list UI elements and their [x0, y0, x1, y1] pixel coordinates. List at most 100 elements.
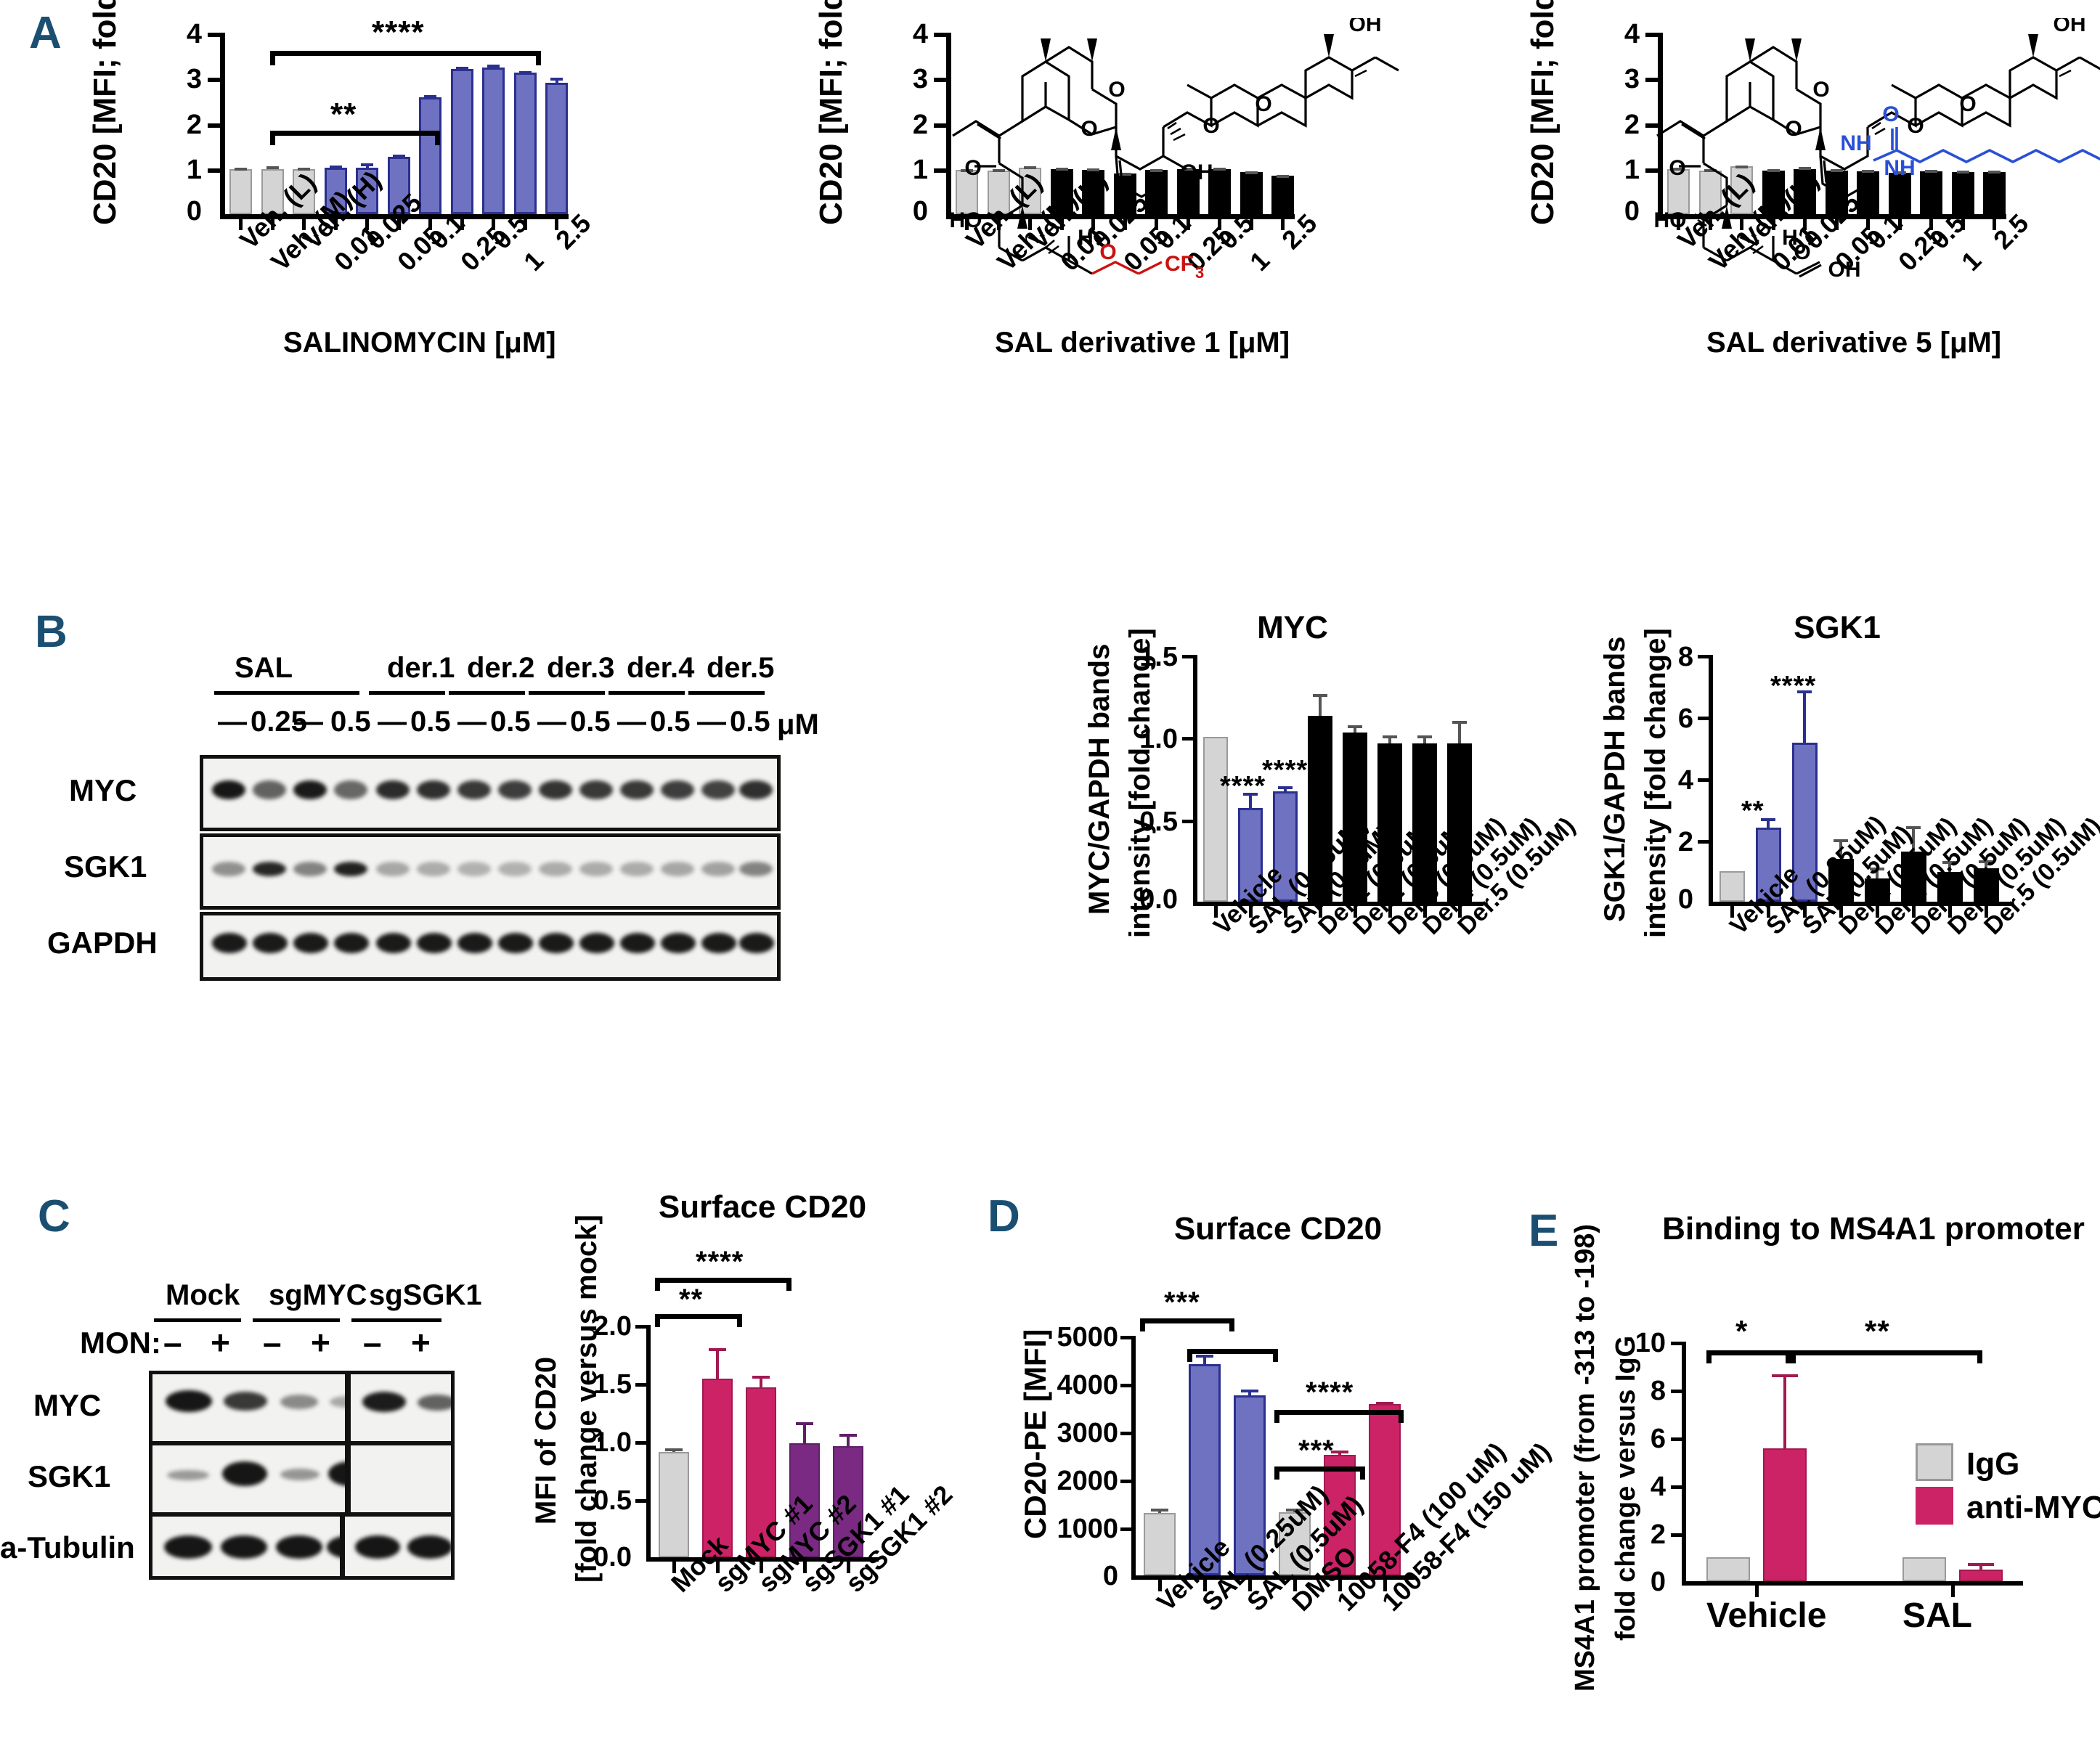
x-tick: [759, 1562, 763, 1573]
blot-band: [330, 1396, 345, 1408]
blot-band: [539, 780, 572, 799]
bar: [789, 1443, 820, 1557]
chart-e-ytick-label: 2: [1650, 1519, 1666, 1550]
sig-bracket-left: [1274, 1410, 1279, 1423]
error-bar-cap: [487, 64, 500, 68]
chart-a1: CD20 [MFI; fold change] 4 3 2 1 0 **** *…: [0, 0, 741, 407]
chart-a1-ytick-label: 1: [186, 155, 202, 185]
svg-text:O: O: [1959, 92, 1976, 116]
svg-text:O: O: [1669, 156, 1685, 180]
blot-b-group-label: SAL: [235, 652, 293, 684]
error-bar-cap: [1956, 171, 1969, 174]
blot-c-myc-right: [347, 1371, 455, 1445]
chart-c-ytick-label: 0.0: [593, 1542, 632, 1572]
x-tick: [1839, 906, 1843, 918]
error-bar: [1458, 720, 1461, 744]
bar: [482, 67, 505, 214]
svg-text:O: O: [1882, 102, 1899, 126]
error-bar-cap: [665, 1448, 683, 1452]
blot-band: [222, 1461, 267, 1486]
svg-text:O: O: [1907, 114, 1924, 138]
chart-d-ytick-label: 4000: [1057, 1370, 1118, 1400]
sig-label: ****: [696, 1246, 744, 1278]
blot-band: [334, 862, 367, 876]
error-bar-cap: [329, 166, 342, 169]
error-bar-cap: [1277, 174, 1290, 178]
blot-band: [334, 780, 367, 799]
error-bar: [1319, 694, 1322, 716]
chart-a2-ytick-label: 1: [912, 155, 928, 185]
x-tick: [1248, 1580, 1252, 1591]
bar: [1271, 175, 1295, 214]
error-bar-cap: [1330, 1450, 1349, 1453]
blot-band: [701, 933, 736, 953]
error-bar-cap: [1893, 171, 1906, 174]
chart-a2-xaxis: [946, 214, 1295, 219]
chart-a1-ytick-label: 0: [186, 196, 202, 227]
chart-b-sgk1-ytick-label: 2: [1677, 827, 1693, 857]
chart-a3-ylabel: CD20 [MFI; fold change]: [1525, 0, 1560, 225]
blot-band: [280, 1469, 320, 1480]
blot-b-sgk1: [200, 833, 781, 910]
chart-e-title: Binding to MS4A1 promoter: [1662, 1211, 2085, 1247]
x-tick: [1218, 219, 1222, 230]
sig-bracket: [270, 51, 541, 56]
sig-label: ****: [1306, 1376, 1354, 1408]
chart-d-ytick-label: 2000: [1057, 1466, 1118, 1496]
sig-bracket: [1274, 1466, 1365, 1472]
error-bar: [1423, 735, 1426, 744]
chart-a1-ytick-label: 3: [186, 64, 202, 94]
bar: [545, 82, 569, 214]
blot-c-mon-value: +: [311, 1323, 330, 1361]
chart-e-ytick: [1671, 1437, 1682, 1441]
error-bar-cap: [1213, 168, 1226, 171]
bar: [746, 1387, 776, 1557]
blot-band: [280, 1395, 318, 1409]
blot-c: Mock sgMYC sgSGK1 MON: – + – + – + MYC SGK1 a…: [0, 1278, 508, 1597]
blot-b-group-label: der.2: [467, 652, 535, 684]
svg-text:OH: OH: [1349, 18, 1382, 36]
error-bar-cap: [550, 77, 563, 81]
blot-band: [620, 933, 655, 953]
error-bar: [1767, 818, 1770, 828]
x-tick: [1059, 219, 1064, 230]
sig-bracket-right: [1229, 1318, 1234, 1331]
sig-bracket-right: [435, 131, 440, 145]
bar: [1144, 1512, 1176, 1575]
blot-band: [661, 862, 694, 876]
x-tick: [1802, 906, 1807, 918]
error-bar: [1203, 1355, 1206, 1364]
error-bar-cap: [1870, 868, 1884, 871]
blot-band: [498, 862, 532, 876]
blot-b: SAL der.1 der.2 der.3 der.4 der.5 —0.25—…: [0, 639, 1031, 1002]
chem-structure-der1: OH O O O O OH O HO H O CF 3: [950, 18, 1399, 280]
error-bar: [1354, 725, 1356, 733]
chart-c-ytick: [635, 1499, 646, 1503]
x-tick: [270, 219, 274, 230]
sig-bracket: [1187, 1349, 1278, 1354]
blot-band: [164, 1535, 212, 1559]
blot-c-group-rule: [154, 1318, 241, 1322]
bar: [1763, 1448, 1807, 1581]
chart-d-ytick: [1120, 1527, 1131, 1531]
svg-text:O: O: [1255, 92, 1271, 116]
blot-b-dose: 0.5: [570, 706, 611, 738]
sig-label: **: [330, 97, 357, 132]
blot-b-group-label: der.1: [387, 652, 455, 684]
x-tick: [428, 219, 433, 230]
error-bar-cap: [1942, 860, 1957, 864]
svg-text:H: H: [1782, 226, 1798, 250]
bar: [702, 1379, 733, 1557]
blot-b-dose: —: [697, 706, 726, 738]
blot-band: [293, 780, 327, 799]
error-bar-cap: [1761, 818, 1775, 822]
error-bar-cap: [1195, 1355, 1214, 1358]
blot-c-row-label: a-Tubulin: [0, 1530, 135, 1565]
chart-b-sgk1-ytick: [1698, 778, 1709, 782]
chart-d-ytick: [1120, 1336, 1131, 1339]
chart-b-sgk1-title: SGK1: [1794, 610, 1881, 645]
x-tick: [1993, 219, 1997, 230]
sig-bracket-right: [1399, 1410, 1404, 1423]
error-bar-cap: [1735, 165, 1749, 168]
sig-label: ****: [1770, 671, 1817, 701]
